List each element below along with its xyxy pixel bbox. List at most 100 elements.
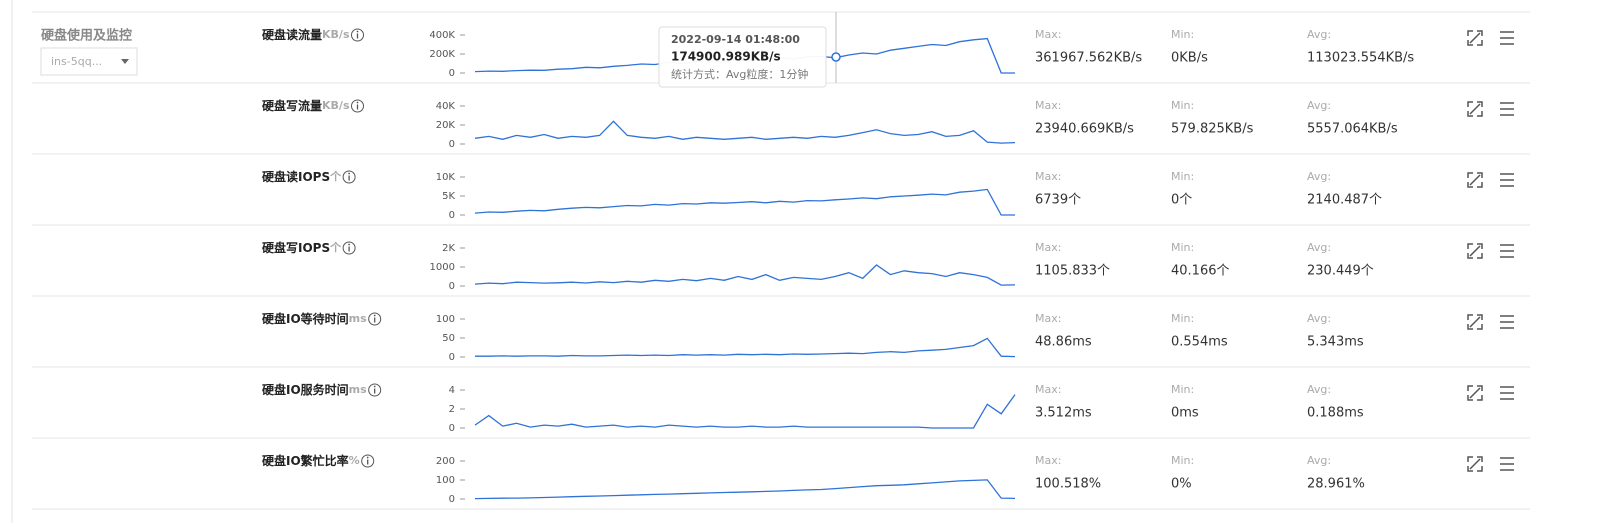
chart-title: 硬盘读流量KB/s (262, 27, 350, 42)
stat-label: Min: (1171, 99, 1194, 112)
series-line (474, 188, 1015, 216)
chart-title: 硬盘IO等待时间ms (262, 311, 367, 326)
series-line (474, 394, 1016, 429)
chart-title: 硬盘IO繁忙比率% (262, 453, 360, 468)
stat-label: Max: (1035, 383, 1061, 396)
section-title: 硬盘使用及监控 (41, 28, 132, 44)
stat-label: Min: (1171, 170, 1194, 183)
chart-title: 硬盘IO服务时间ms (262, 382, 367, 397)
expand-icon[interactable] (1467, 385, 1483, 401)
chart-title-text: 硬盘读流量 (262, 27, 322, 42)
menu-icon[interactable] (1500, 386, 1514, 400)
chart-unit: KB/s (322, 28, 350, 41)
menu-icon[interactable] (1500, 315, 1514, 329)
series-line (474, 479, 1016, 500)
info-icon[interactable] (351, 99, 364, 113)
tooltip-value: 174900.989KB/s (671, 50, 781, 64)
info-icon[interactable] (368, 312, 382, 326)
stat-label: Min: (1171, 383, 1194, 396)
info-icon-dot[interactable] (366, 456, 369, 459)
instance-dropdown[interactable]: ins-5qq... (40, 47, 138, 76)
stat-label: Avg: (1307, 28, 1331, 41)
stat-label: Avg: (1307, 383, 1331, 396)
tooltip-note: 统计方式：Avg粒度：1分钟 (671, 67, 808, 81)
stat-label: Avg: (1307, 170, 1331, 183)
info-icon[interactable] (342, 241, 356, 255)
expand-icon[interactable] (1467, 30, 1483, 46)
info-icon[interactable] (342, 170, 356, 184)
stat-value: 100.518% (1035, 477, 1101, 492)
chart-title-text: 硬盘IO等待时间 (262, 311, 349, 326)
dropdown-text[interactable]: ins-5qq... (51, 55, 102, 68)
chart-title-text: 硬盘读IOPS (262, 169, 330, 184)
stat-value: 6739个 (1035, 193, 1081, 208)
stat-label: Max: (1035, 99, 1061, 112)
stat-label: Max: (1035, 454, 1061, 467)
stat-value: 230.449个 (1307, 264, 1374, 279)
menu-icon[interactable] (1500, 457, 1514, 471)
chart-unit: 个 (329, 169, 342, 183)
info-icon-dot[interactable] (356, 101, 359, 104)
expand-icon[interactable] (1467, 314, 1483, 330)
y-tick-label: 100 (436, 314, 455, 325)
expand-icon[interactable] (1467, 172, 1483, 188)
dropdown-box[interactable] (40, 47, 138, 76)
menu-icon[interactable] (1500, 31, 1514, 45)
chart-title-text: 硬盘写流量 (262, 98, 322, 113)
chart-unit: ms (349, 383, 367, 396)
y-tick-label: 100 (436, 475, 455, 486)
info-icon-dot[interactable] (348, 243, 351, 246)
chart-unit: % (349, 454, 360, 467)
info-icon-dot[interactable] (373, 385, 376, 388)
stat-value: 3.512ms (1035, 406, 1092, 421)
stat-label: Avg: (1307, 241, 1331, 254)
chart-unit: KB/s (322, 99, 350, 112)
menu-icon[interactable] (1500, 173, 1514, 187)
tooltip-box (658, 26, 827, 88)
stat-value: 48.86ms (1035, 335, 1092, 350)
chart-title: 硬盘写IOPS个 (262, 240, 342, 255)
info-icon-dot[interactable] (348, 172, 351, 175)
info-icon-dot[interactable] (356, 30, 359, 33)
y-tick-label: 400K (429, 30, 455, 41)
stat-value: 5557.064KB/s (1307, 122, 1398, 137)
info-icon[interactable] (361, 454, 375, 468)
y-tick-label: 50 (442, 333, 455, 344)
y-tick-label: 0 (449, 139, 455, 150)
y-tick-label: 2K (442, 243, 455, 254)
stat-label: Avg: (1307, 454, 1331, 467)
stat-value: 0个 (1171, 193, 1192, 208)
stat-value: 0.188ms (1307, 406, 1364, 421)
y-tick-label: 0 (449, 352, 455, 363)
y-tick-label: 200K (429, 49, 455, 60)
stat-label: Max: (1035, 28, 1061, 41)
tooltip: 2022-09-14 01:48:00 174900.989KB/s 统计方式：… (658, 12, 841, 88)
y-tick-label: 2 (449, 404, 455, 415)
expand-icon[interactable] (1467, 243, 1483, 259)
y-tick-label: 0 (449, 68, 455, 79)
info-icon-dot[interactable] (373, 314, 376, 317)
y-tick-label: 0 (449, 423, 455, 434)
info-icon[interactable] (351, 28, 364, 42)
dropdown-arrow[interactable] (121, 59, 129, 64)
stat-value: 23940.669KB/s (1035, 122, 1134, 137)
menu-icon[interactable] (1500, 102, 1514, 116)
y-tick-label: 40K (436, 101, 456, 112)
expand-icon[interactable] (1467, 101, 1483, 117)
chart-unit: 个 (329, 240, 342, 254)
stat-label: Max: (1035, 312, 1061, 325)
info-icon[interactable] (368, 383, 382, 397)
menu-icon[interactable] (1500, 244, 1514, 258)
stat-value: 40.166个 (1171, 264, 1230, 279)
y-tick-label: 4 (449, 385, 455, 396)
stat-value: 1105.833个 (1035, 264, 1110, 279)
chart-unit: ms (349, 312, 367, 325)
stat-label: Max: (1035, 241, 1061, 254)
tooltip-time: 2022-09-14 01:48:00 (671, 33, 800, 46)
y-tick-label: 0 (449, 210, 455, 221)
expand-icon[interactable] (1467, 456, 1483, 472)
chart-title: 硬盘写流量KB/s (262, 98, 350, 113)
chart-title-text: 硬盘IO服务时间 (262, 382, 349, 397)
